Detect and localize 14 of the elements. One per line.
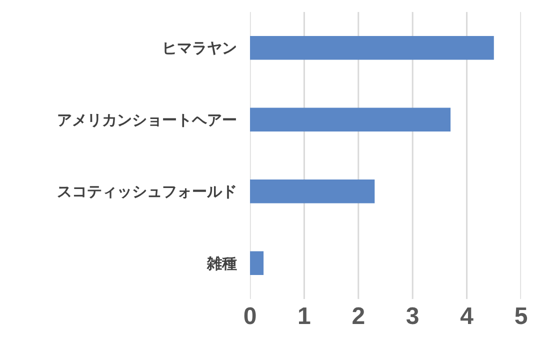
y-tick-label: スコティッシュフォールド [57, 184, 237, 201]
bar [250, 180, 375, 204]
x-tick-label: 0 [243, 303, 257, 330]
x-tick-label: 1 [298, 303, 311, 330]
x-tick-label: 4 [460, 303, 474, 330]
y-tick-label: アメリカンショートヘアー [57, 112, 237, 129]
x-tick-label: 3 [406, 303, 420, 330]
bar [250, 36, 494, 60]
y-tick-label: ヒマラヤン [162, 40, 237, 58]
bar [250, 251, 264, 275]
y-tick-label: 雑種 [206, 255, 237, 272]
bar [250, 108, 451, 132]
x-tick-label: 2 [352, 303, 366, 330]
x-tick-label: 5 [514, 303, 528, 330]
